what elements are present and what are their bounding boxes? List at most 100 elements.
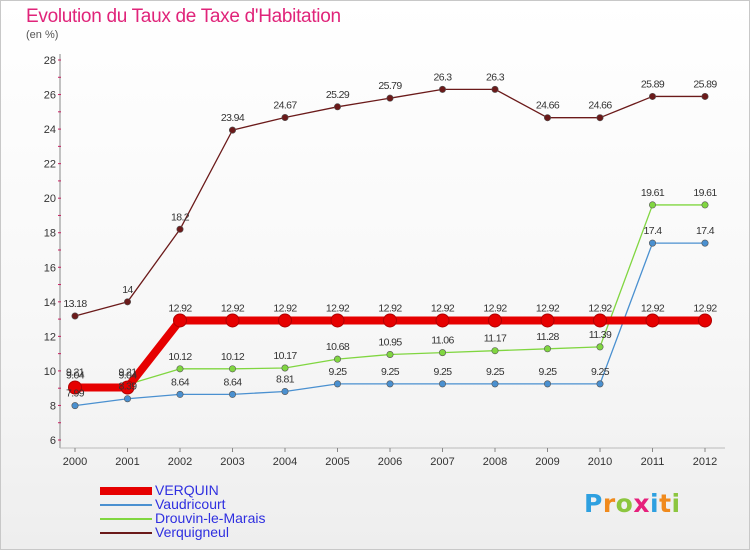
data-point-drouvin-le-marais xyxy=(491,347,499,355)
data-point-verquigneul xyxy=(438,85,446,93)
legend-label: Vaudricourt xyxy=(155,496,226,512)
data-label-vaudricourt: 8.39 xyxy=(118,381,137,393)
data-label-verquigneul: 25.29 xyxy=(326,89,350,101)
data-point-verquin xyxy=(593,313,607,328)
data-label-verquigneul: 14 xyxy=(122,284,133,296)
proxiti-logo: Proxiti xyxy=(584,489,681,518)
data-label-verquin: 12.92 xyxy=(588,302,612,314)
x-tick-label: 2006 xyxy=(378,456,402,468)
data-label-drouvin-le-marais: 11.06 xyxy=(431,335,454,347)
data-label-verquin: 12.92 xyxy=(326,302,350,314)
data-point-vaudricourt xyxy=(333,380,341,388)
data-label-verquin: 12.92 xyxy=(168,302,192,314)
data-label-drouvin-le-marais: 10.12 xyxy=(221,351,245,363)
data-label-verquin: 9.04 xyxy=(66,369,85,381)
logo-letter: i xyxy=(650,489,660,518)
data-label-drouvin-le-marais: 9.21 xyxy=(66,367,85,379)
data-point-verquin xyxy=(488,313,502,328)
data-point-verquin xyxy=(225,313,240,328)
x-tick-label: 2011 xyxy=(641,456,665,468)
x-tick-label: 2004 xyxy=(273,456,297,468)
data-point-verquigneul xyxy=(124,298,132,306)
data-point-drouvin-le-marais xyxy=(701,201,709,209)
data-point-vaudricourt xyxy=(229,390,237,398)
data-point-drouvin-le-marais xyxy=(648,201,656,209)
x-tick-label: 2000 xyxy=(63,456,87,468)
data-point-verquin xyxy=(540,313,555,328)
legend-swatch-vaudricourt xyxy=(100,504,152,506)
data-label-verquigneul: 18.2 xyxy=(171,211,190,223)
data-label-verquigneul: 26.3 xyxy=(433,71,452,83)
data-label-vaudricourt: 9.25 xyxy=(591,366,610,378)
legend-label: Drouvin-le-Marais xyxy=(155,510,266,526)
data-label-verquin: 9.04 xyxy=(118,369,137,381)
data-point-verquigneul xyxy=(491,85,499,93)
legend: VERQUIN Vaudricourt Drouvin-le-Marais Ve… xyxy=(100,482,360,540)
data-point-drouvin-le-marais xyxy=(333,355,341,363)
data-label-drouvin-le-marais: 10.95 xyxy=(378,337,402,349)
data-label-verquigneul: 26.3 xyxy=(486,71,505,83)
data-label-verquin: 12.92 xyxy=(693,302,717,314)
data-label-drouvin-le-marais: 10.17 xyxy=(273,350,297,362)
data-label-drouvin-le-marais: 11.28 xyxy=(536,331,559,343)
x-tick-label: 2003 xyxy=(220,456,244,468)
data-label-drouvin-le-marais: 9.21 xyxy=(118,367,137,379)
data-label-vaudricourt: 9.25 xyxy=(328,366,347,378)
data-label-drouvin-le-marais: 11.17 xyxy=(484,333,507,345)
data-point-verquin xyxy=(645,313,660,328)
x-tick-label: 2001 xyxy=(115,456,139,468)
data-point-vaudricourt xyxy=(281,387,289,395)
y-tick-label: 16 xyxy=(44,262,56,274)
y-tick-label: 24 xyxy=(44,124,56,136)
y-tick-label: 12 xyxy=(44,331,56,343)
data-label-vaudricourt: 8.81 xyxy=(276,373,295,385)
x-tick-label: 2008 xyxy=(483,456,507,468)
y-tick-label: 20 xyxy=(44,193,56,205)
data-label-verquigneul: 25.79 xyxy=(378,80,402,92)
y-tick-label: 14 xyxy=(44,297,56,309)
x-tick-label: 2005 xyxy=(325,456,349,468)
series-line-verquigneul xyxy=(74,88,705,317)
data-label-verquin: 12.92 xyxy=(273,302,297,314)
data-label-drouvin-le-marais: 10.12 xyxy=(168,351,192,363)
data-label-vaudricourt: 9.25 xyxy=(381,366,400,378)
data-label-vaudricourt: 8.64 xyxy=(223,376,242,388)
data-label-vaudricourt: 17.4 xyxy=(643,225,662,237)
logo-letter: P xyxy=(584,489,603,518)
data-point-verquin xyxy=(435,313,450,328)
legend-swatch-drouvin xyxy=(100,518,152,520)
data-point-vaudricourt xyxy=(176,390,184,398)
data-point-vaudricourt xyxy=(491,380,499,388)
y-tick-label: 26 xyxy=(44,90,56,102)
y-tick-label: 10 xyxy=(44,366,56,378)
chart-title: Evolution du Taux de Taxe d'Habitation xyxy=(26,6,341,27)
data-label-verquigneul: 25.89 xyxy=(641,78,665,90)
data-label-verquigneul: 24.67 xyxy=(273,100,297,112)
data-point-drouvin-le-marais xyxy=(176,365,184,373)
data-point-drouvin-le-marais xyxy=(543,345,551,353)
data-label-drouvin-le-marais: 11.39 xyxy=(589,329,612,341)
data-label-verquigneul: 24.66 xyxy=(588,100,612,112)
data-label-verquin: 12.92 xyxy=(641,302,665,314)
logo-letter: r xyxy=(602,489,616,518)
data-point-verquin xyxy=(120,380,135,395)
data-point-verquigneul xyxy=(281,114,289,122)
data-label-vaudricourt: 17.4 xyxy=(696,225,715,237)
data-point-vaudricourt xyxy=(543,380,551,388)
data-point-verquigneul xyxy=(71,312,79,320)
y-tick-label: 6 xyxy=(50,435,56,447)
data-point-verquigneul xyxy=(333,103,341,111)
data-label-vaudricourt: 9.25 xyxy=(538,366,557,378)
x-tick-label: 2012 xyxy=(693,456,717,468)
data-point-drouvin-le-marais xyxy=(281,364,289,372)
data-point-verquin xyxy=(383,313,397,328)
x-tick-label: 2009 xyxy=(535,456,559,468)
y-tick-label: 8 xyxy=(50,400,56,412)
data-point-verquigneul xyxy=(386,94,394,102)
chart-unit: (en %) xyxy=(26,29,59,41)
data-label-drouvin-le-marais: 19.61 xyxy=(641,187,665,199)
data-label-vaudricourt: 8.64 xyxy=(171,376,190,388)
data-point-verquin xyxy=(173,313,187,328)
data-point-drouvin-le-marais xyxy=(596,343,604,351)
data-label-verquigneul: 25.89 xyxy=(693,78,717,90)
